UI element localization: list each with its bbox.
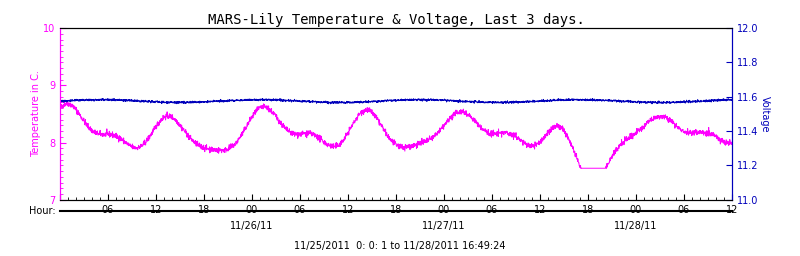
Y-axis label: Temperature in C.: Temperature in C.	[31, 70, 42, 157]
Text: 11/28/11: 11/28/11	[614, 221, 658, 231]
Text: 11/26/11: 11/26/11	[230, 221, 274, 231]
Title: MARS-Lily Temperature & Voltage, Last 3 days.: MARS-Lily Temperature & Voltage, Last 3 …	[207, 13, 585, 27]
Y-axis label: Voltage: Voltage	[759, 96, 770, 132]
Text: Hour:: Hour:	[30, 206, 56, 216]
Text: 11/25/2011  0: 0: 1 to 11/28/2011 16:49:24: 11/25/2011 0: 0: 1 to 11/28/2011 16:49:2…	[294, 241, 506, 251]
Text: 11/27/11: 11/27/11	[422, 221, 466, 231]
